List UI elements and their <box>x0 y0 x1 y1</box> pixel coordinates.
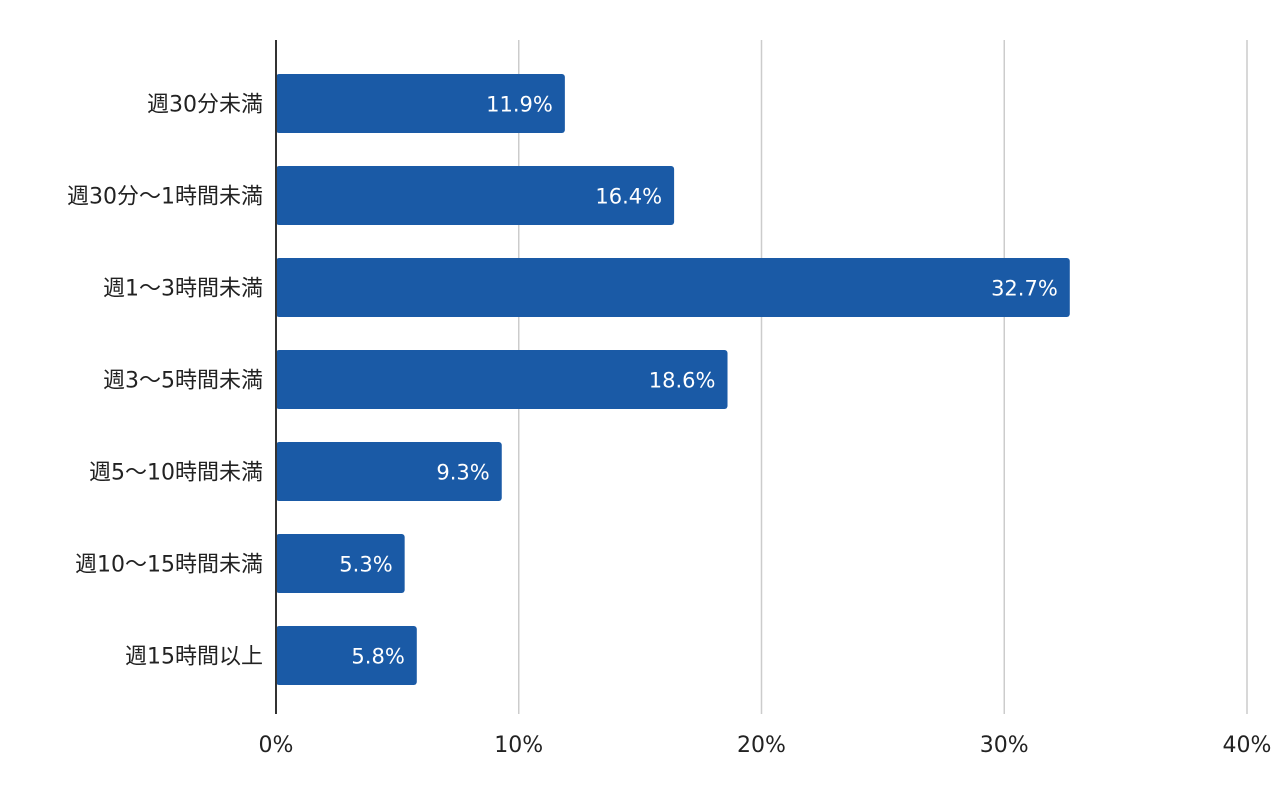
bar-value-label: 5.8% <box>351 645 404 669</box>
bar-6 <box>276 534 405 593</box>
category-label: 週1〜3時間未満 <box>103 277 263 302</box>
bar-5 <box>276 442 502 501</box>
category-label: 週10〜15時間未満 <box>75 553 263 578</box>
bar-value-label: 32.7% <box>991 277 1058 301</box>
bar-3 <box>276 258 1070 317</box>
x-tick-label: 20% <box>737 733 786 758</box>
category-label: 週15時間以上 <box>125 645 263 670</box>
x-tick-label: 40% <box>1223 733 1272 758</box>
x-tick-label: 30% <box>980 733 1029 758</box>
x-tick-label: 0% <box>259 733 294 758</box>
bar-value-label: 11.9% <box>486 93 553 117</box>
labels: 0% 10% 20% 30% 40% 週30分未満 11.9% 週30分〜1時間未満 16.4%… <box>67 93 1271 759</box>
category-label: 週30分未満 <box>147 93 263 118</box>
bar-value-label: 18.6% <box>649 369 716 393</box>
bars <box>276 74 1070 685</box>
bar-value-label: 16.4% <box>595 185 662 209</box>
x-tick-label: 10% <box>494 733 543 758</box>
bar-7 <box>276 626 417 685</box>
category-label: 週5〜10時間未満 <box>89 461 263 486</box>
bar-1 <box>276 74 565 133</box>
bar-2 <box>276 166 675 225</box>
bar-4 <box>276 350 728 409</box>
category-label: 週30分〜1時間未満 <box>67 185 263 210</box>
bar-value-label: 9.3% <box>436 461 489 485</box>
category-label: 週3〜5時間未満 <box>103 369 263 394</box>
bar-value-label: 5.3% <box>339 553 392 577</box>
